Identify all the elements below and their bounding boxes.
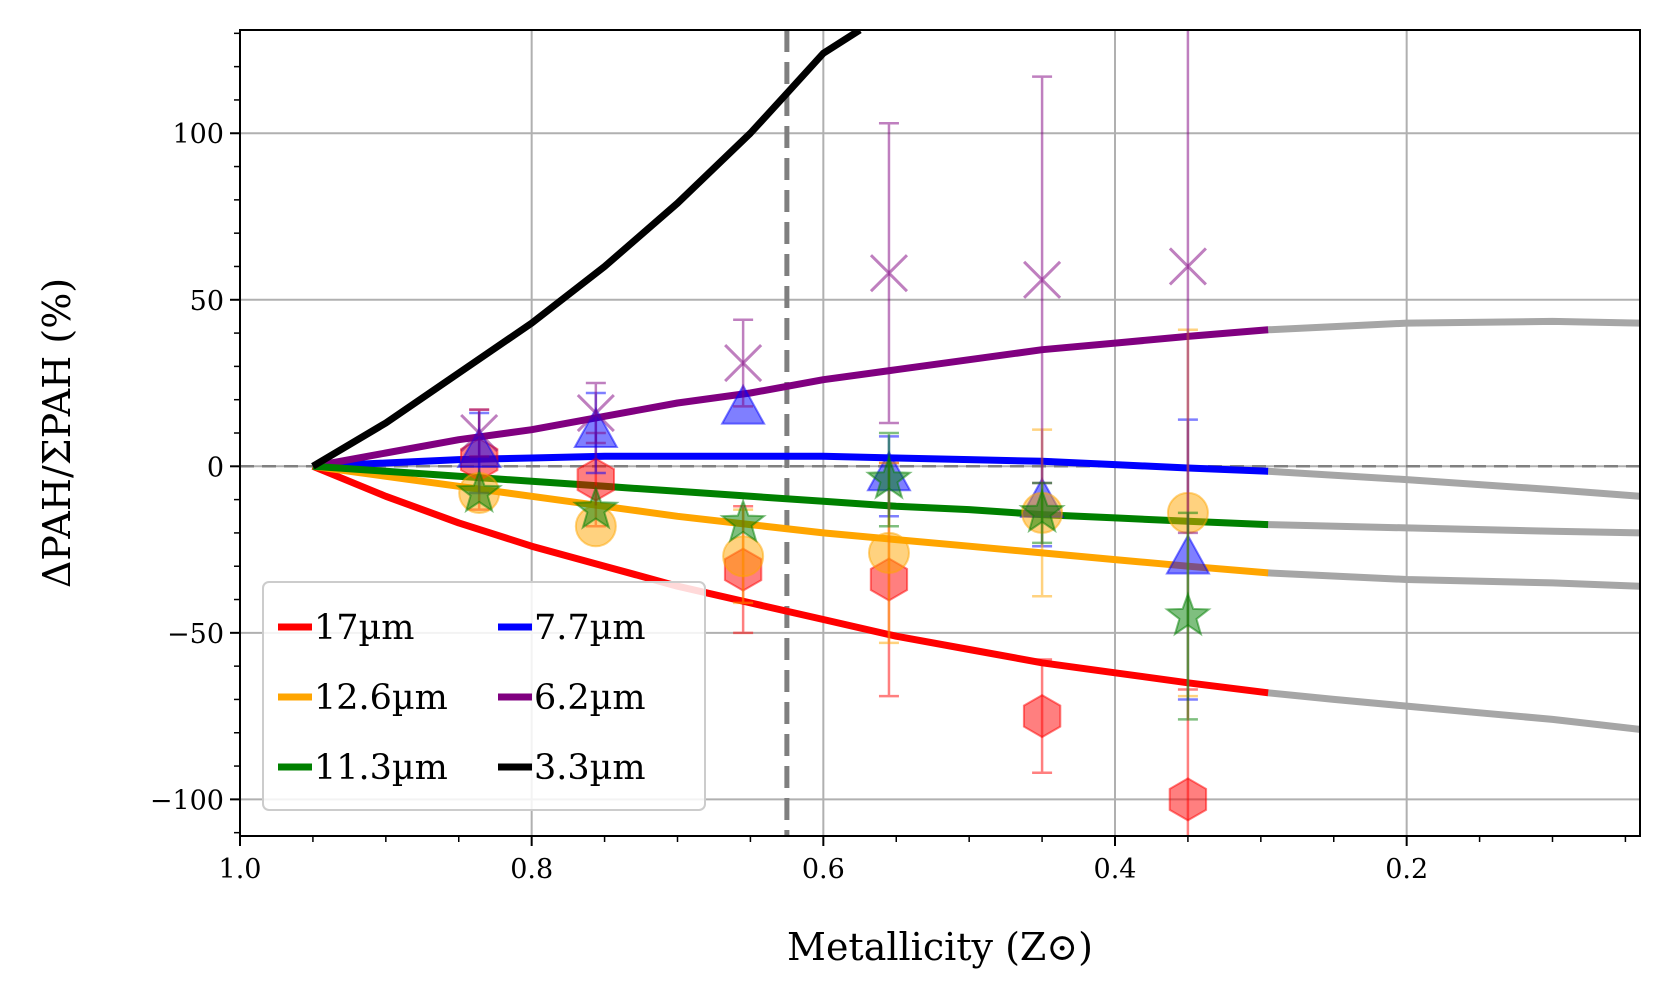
extrapolated-curve	[1264, 689, 1640, 733]
data-point	[1018, 487, 1066, 534]
y-tick-label: 0	[207, 452, 224, 483]
legend-label: 3.3µm	[534, 748, 646, 788]
model-curve	[312, 452, 1269, 475]
data-point	[869, 254, 909, 293]
legend-label: 6.2µm	[534, 678, 646, 718]
data-point	[867, 531, 910, 574]
model-curve	[312, 326, 1269, 470]
data-point	[865, 454, 913, 500]
y-tick-label: −50	[167, 619, 224, 650]
extrapolated-curve	[1264, 467, 1640, 500]
model-curve	[311, 463, 1269, 697]
grid-lines	[239, 30, 1640, 836]
x-tick-label: 0.6	[802, 854, 845, 885]
y-tick-label: 50	[190, 286, 224, 317]
model-curve	[311, 30, 862, 470]
data-point	[1168, 247, 1207, 286]
data-point	[1023, 260, 1062, 299]
data-point	[719, 497, 767, 544]
data-point	[1022, 693, 1062, 739]
data-point	[1164, 591, 1212, 637]
data-point	[1168, 777, 1208, 822]
axis-ticks: 1.0 0.8 0.6 0.4 0.2 100 50 0 −50 −100	[150, 32, 1627, 885]
y-tick-label: 100	[172, 119, 224, 150]
model-curve	[312, 462, 1269, 529]
data-point	[572, 484, 620, 530]
data-point	[724, 343, 763, 383]
data-points	[455, 30, 1212, 836]
legend-label: 12.6µm	[314, 678, 448, 718]
data-point	[455, 468, 503, 514]
legend-label: 17µm	[314, 608, 414, 648]
legend-box	[262, 581, 706, 811]
legend: 17µm 7.7µm 12.6µm 6.2µm 11.3µm 3.3µm	[262, 581, 706, 811]
legend-label: 11.3µm	[314, 748, 448, 788]
extrapolated-curve	[1264, 521, 1640, 537]
x-axis-title: Metallicity (Z⊙)	[787, 925, 1093, 969]
extrapolated-curve	[1264, 569, 1640, 590]
data-point	[576, 393, 615, 433]
x-tick-label: 0.4	[1094, 854, 1137, 885]
x-tick-label: 0.8	[510, 854, 553, 885]
x-tick-label: 0.2	[1385, 854, 1428, 885]
legend-label: 7.7µm	[534, 608, 646, 648]
extrapolated-curve	[1264, 317, 1640, 334]
y-axis-title: ΔPAH/ΣPAH (%)	[35, 278, 79, 588]
data-point	[460, 413, 499, 453]
data-point	[722, 535, 765, 578]
x-tick-label: 1.0	[219, 854, 262, 885]
y-tick-label: −100	[150, 785, 224, 816]
extrapolated-curves	[1264, 317, 1640, 733]
